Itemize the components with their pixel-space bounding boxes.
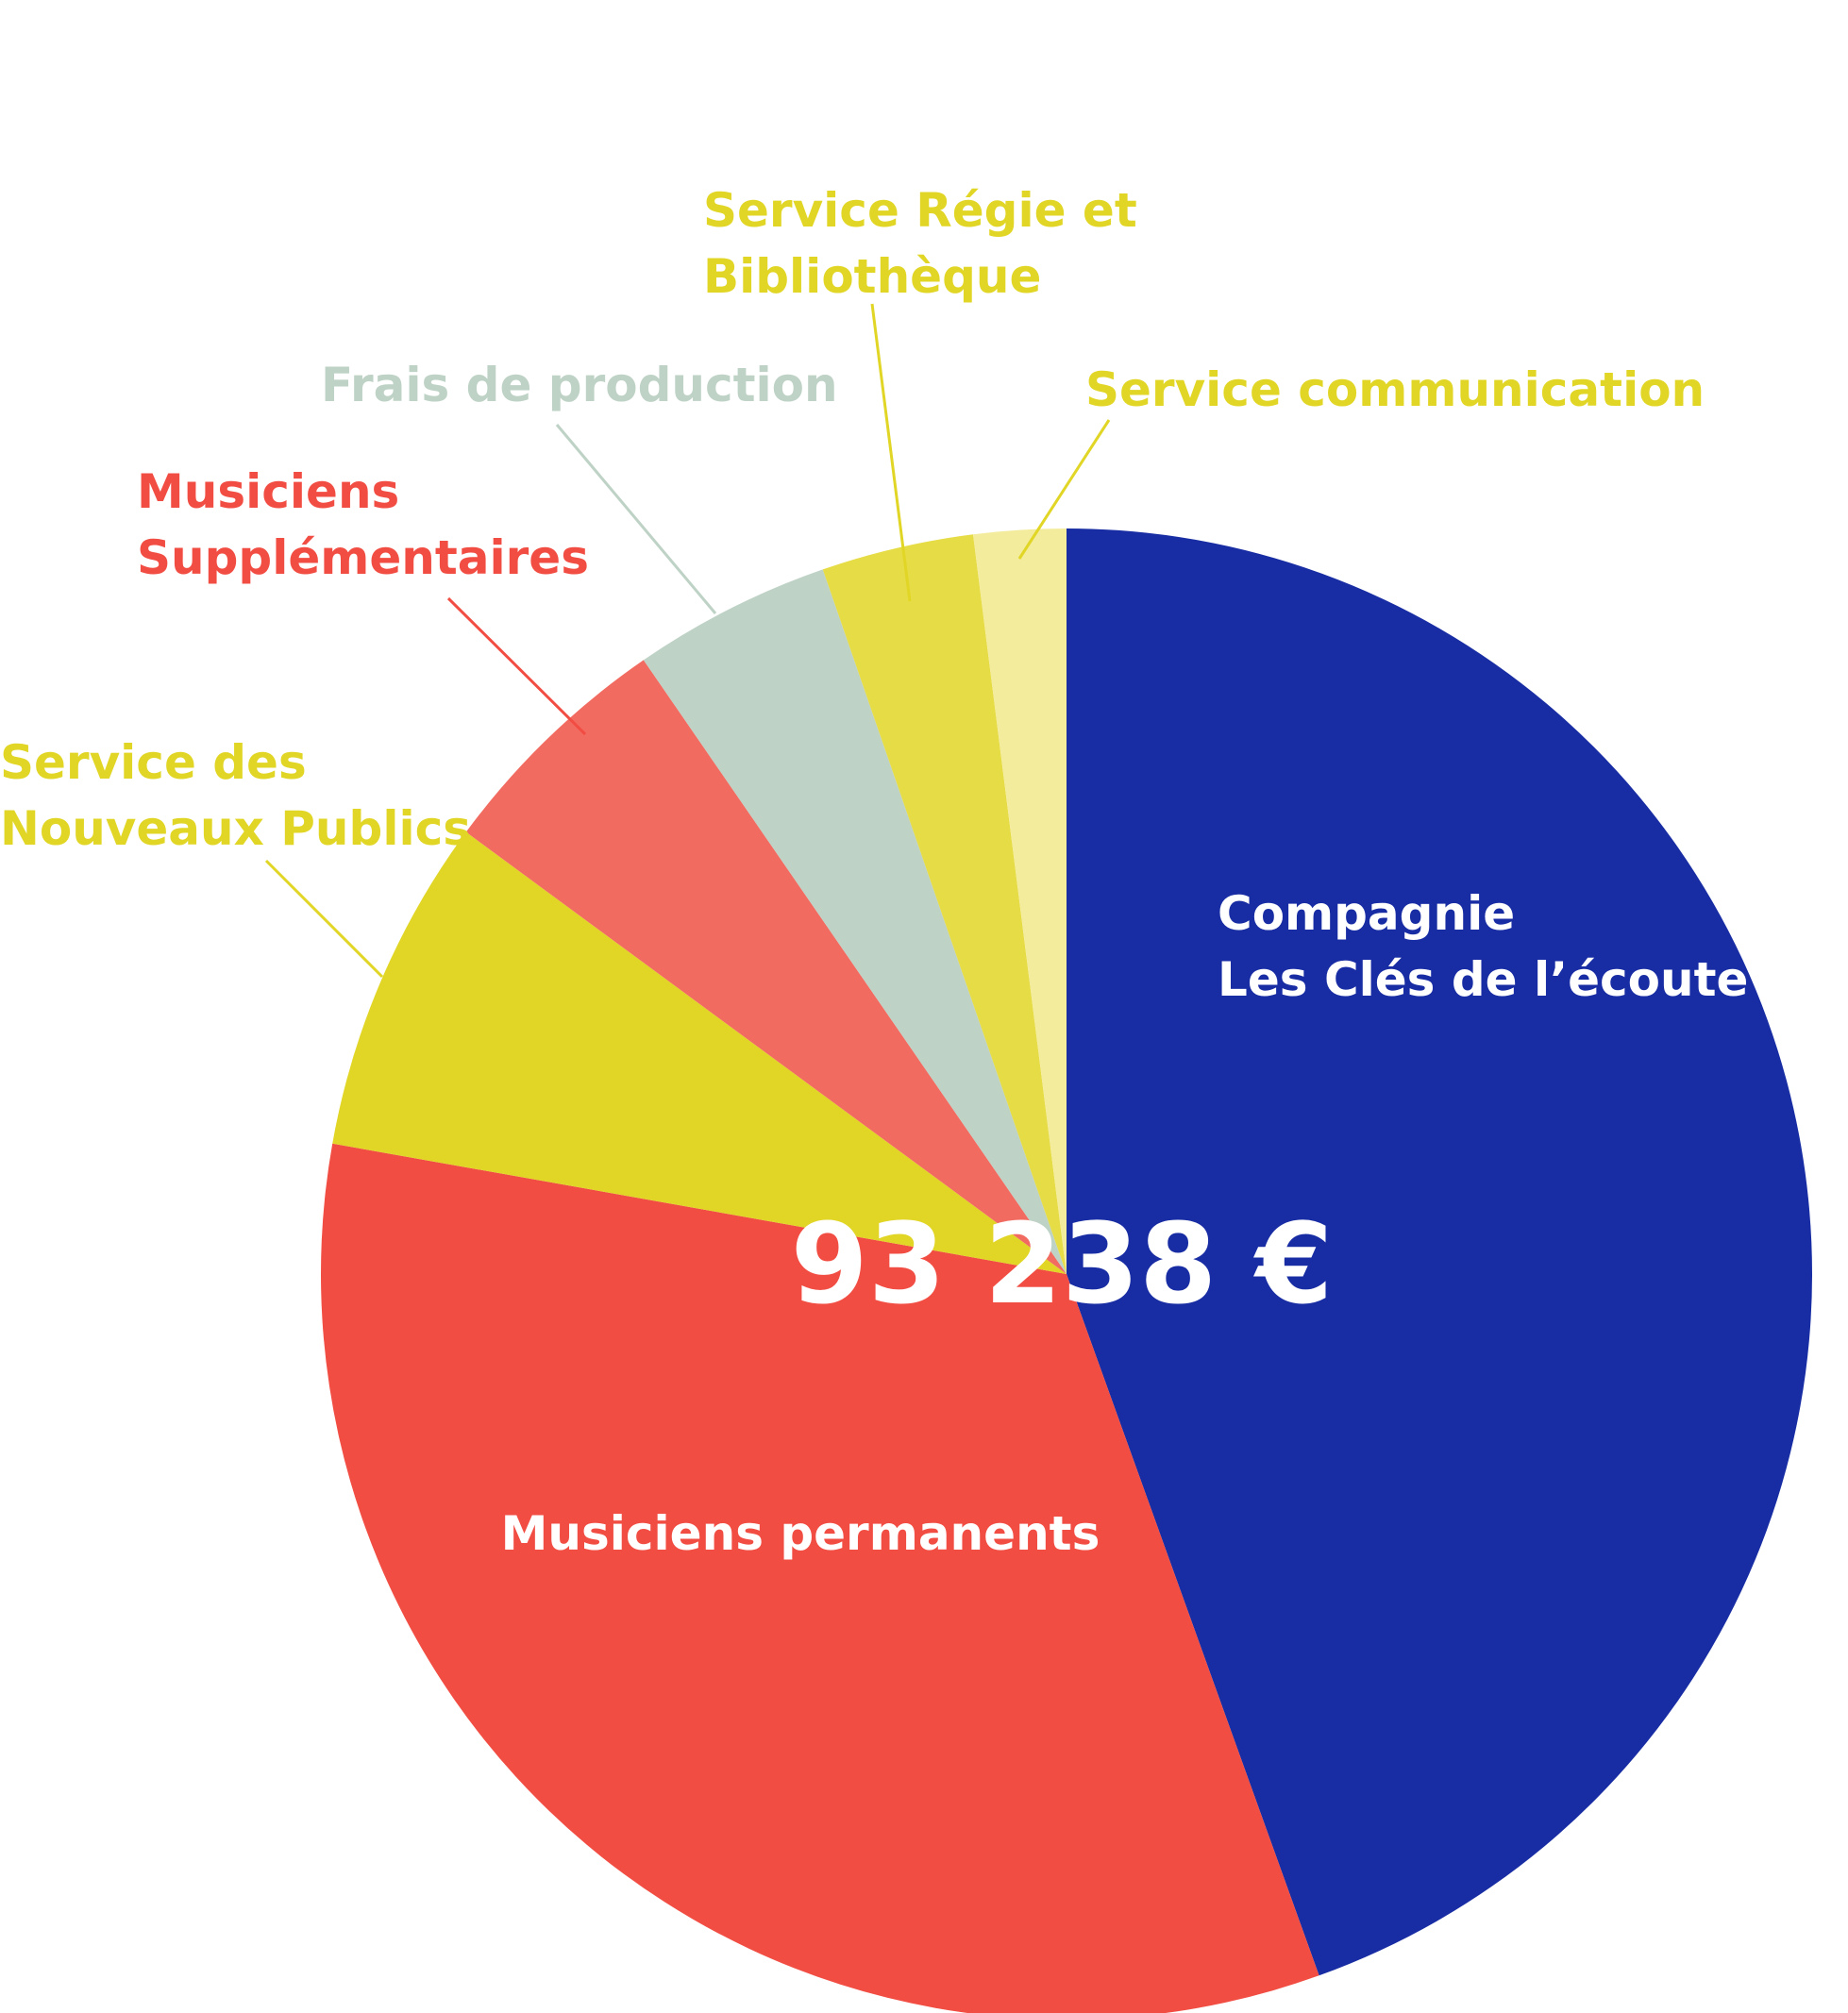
slice-label-line: Nouveaux Publics [0, 801, 471, 856]
slice-label-service-des-nouveaux-publics: Service des Nouveaux Publics [0, 735, 471, 856]
leader-line-service-communication [1017, 419, 1111, 560]
slice-label-service-regie-et-bibliotheque: Service Régie et Bibliothèque [703, 183, 1137, 304]
slice-label-line: Supplémentaires [137, 530, 589, 585]
slice-label-line: Service communication [1085, 362, 1705, 417]
pie-slice-musiciens-supplementaires [465, 660, 1067, 1274]
slice-label-line: Service des [0, 735, 307, 790]
slice-label-line: Bibliothèque [703, 249, 1041, 304]
leader-lines [264, 303, 1111, 979]
leader-line-service-regie-et-bibliotheque [870, 303, 912, 602]
pie-slices [320, 528, 1812, 2013]
slice-label-line: Compagnie [1218, 886, 1515, 941]
slice-label-frais-de-production: Frais de production [321, 358, 838, 412]
pie-slice-service-communication [972, 528, 1067, 1274]
leader-line-service-des-nouveaux-publics [264, 859, 384, 979]
pie-slice-musiciens-permanents [320, 1143, 1319, 2013]
slice-label-line: Les Clés de l’écoute [1218, 952, 1748, 1007]
pie-slice-frais-de-production [643, 569, 1067, 1274]
pie-slice-service-des-nouveaux-publics [332, 831, 1067, 1274]
slice-label-musiciens-permanents: Musiciens permanents [501, 1506, 1100, 1561]
slice-label-compagnie-les-cles-de-l-ecoute: Compagnie Les Clés de l’écoute [1218, 886, 1748, 1007]
total-amount-label: 93 238 € [791, 1199, 1334, 1329]
slice-label-line: Musiciens [137, 464, 399, 519]
leader-line-frais-de-production [555, 424, 717, 614]
slice-label-service-communication: Service communication [1085, 362, 1705, 417]
slice-labels: Compagnie Les Clés de l’écoute Musiciens p… [0, 183, 1748, 1561]
slice-label-line: Service Régie et [703, 183, 1137, 238]
slice-label-musiciens-supplementaires: Musiciens Supplémentaires [137, 464, 589, 585]
pie-slice-service-regie-et-bibliotheque [822, 534, 1067, 1274]
leader-line-musiciens-supplementaires [446, 596, 587, 736]
slice-label-line: Frais de production [321, 358, 838, 412]
pie-slice-compagnie-les-cles-de-l-ecoute [1067, 528, 1812, 1976]
slice-label-line: Musiciens permanents [501, 1506, 1100, 1561]
